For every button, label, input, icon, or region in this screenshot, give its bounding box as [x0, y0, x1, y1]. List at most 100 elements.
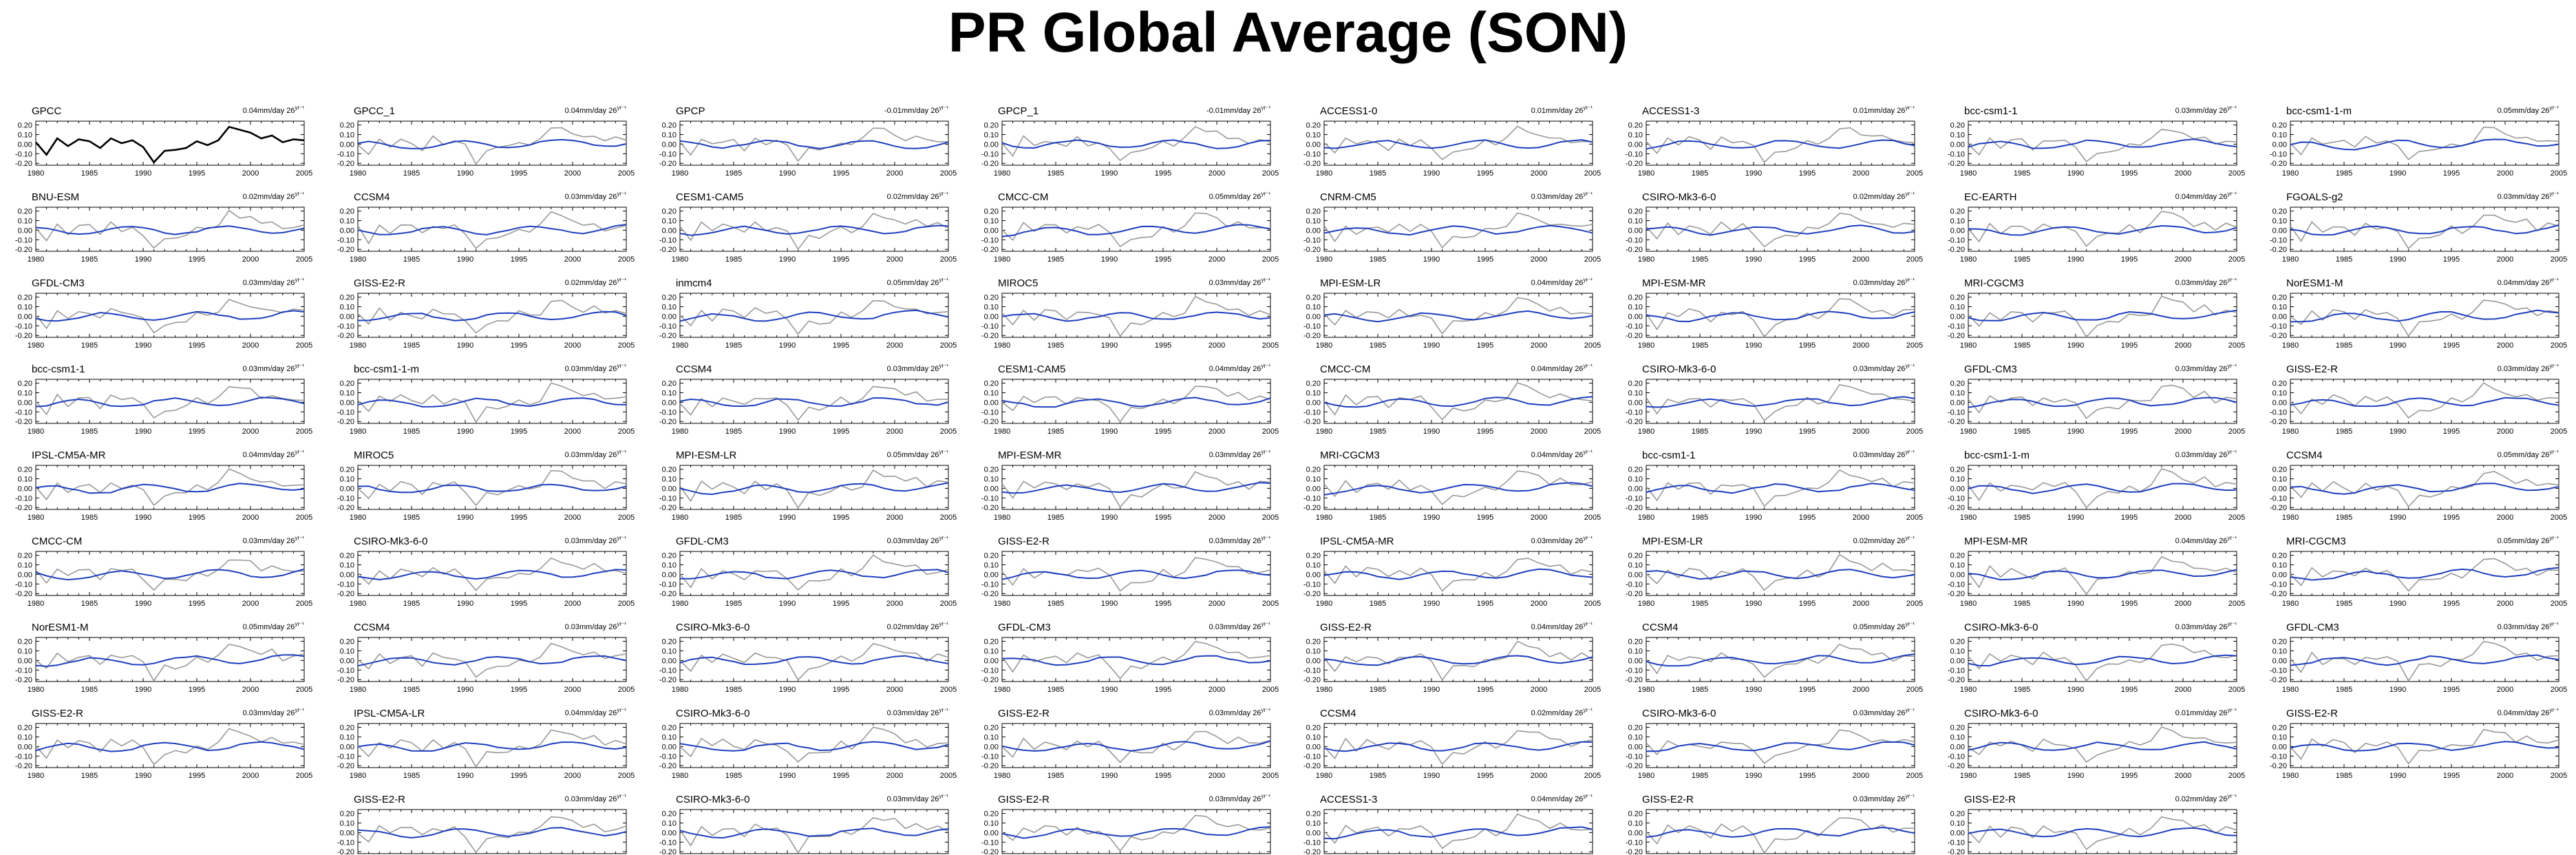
x-tick-label: 1995 [833, 686, 849, 694]
axes-frame [1001, 723, 1271, 768]
y-tick-label: -0.10 [981, 666, 999, 675]
y-tick-label: 0.10 [1306, 389, 1321, 397]
chart-panel: GISS-E2-R 0.04mm/day 26yr⁻¹ 1980 1985 1990 19… [1303, 621, 1601, 694]
x-tick-label: 1990 [2067, 600, 2084, 608]
x-tick-label: 1990 [779, 514, 796, 522]
y-tick-label: -0.10 [1626, 752, 1643, 761]
y-tick-label: 0.00 [1306, 313, 1321, 321]
trend-label: 0.03mm/day 26yr⁻¹ [2175, 277, 2237, 287]
ensemble-mean-line [1646, 224, 1915, 236]
y-tick-label: -0.20 [337, 676, 354, 684]
panel-title: GISS-E2-R [998, 536, 1050, 547]
panel-title: MPI-ESM-LR [676, 450, 737, 461]
x-tick-label: 2005 [940, 772, 957, 780]
y-tick-label: -0.20 [981, 590, 999, 598]
trend-label: 0.02mm/day 26yr⁻¹ [1853, 535, 1915, 545]
axes-frame [1646, 465, 1915, 510]
y-tick-label: -0.20 [1626, 676, 1643, 684]
y-tick-label: -0.20 [1948, 762, 1965, 770]
x-tick-label: 2005 [618, 514, 635, 522]
x-tick-label: 1980 [1316, 686, 1332, 694]
y-tick-label: -0.20 [1948, 246, 1965, 254]
chart-panel: bcc-csm1-1 0.03mm/day 26yr⁻¹ 1980 1985 1990 1… [15, 363, 312, 436]
y-tick-label: 0.00 [662, 140, 677, 149]
axes-frame [1001, 207, 1271, 252]
y-tick-label: 0.00 [1950, 657, 1965, 665]
x-tick-label: 2000 [242, 514, 259, 522]
panel-title: NorESM1-M [32, 622, 89, 633]
x-tick-label: 2005 [2551, 341, 2567, 350]
x-tick-label: 1980 [994, 600, 1010, 608]
ensemble-mean-line [357, 569, 627, 581]
x-tick-label: 2005 [296, 169, 312, 178]
ensemble-mean-line [1646, 569, 1915, 580]
trend-label: 0.03mm/day 26yr⁻¹ [1853, 449, 1915, 459]
x-tick-label: 1995 [833, 600, 849, 608]
x-tick-label: 2000 [1853, 169, 1869, 178]
panel-title: FGOALS-g2 [2286, 191, 2343, 203]
x-tick-label: 1980 [28, 772, 44, 780]
panel-title: bcc-csm1-1 [32, 363, 85, 375]
x-tick-label: 2000 [886, 600, 903, 608]
y-tick-label: 0.20 [662, 122, 677, 130]
trend-label: 0.03mm/day 26yr⁻¹ [565, 535, 627, 545]
panel-title: MIROC5 [998, 277, 1038, 289]
x-tick-label: 2000 [886, 772, 903, 780]
trend-label: 0.04mm/day 26yr⁻¹ [565, 707, 627, 717]
y-tick-label: 0.20 [984, 466, 999, 474]
x-tick-label: 1995 [1799, 169, 1816, 178]
x-tick-label: 1990 [2067, 427, 2084, 436]
x-tick-label: 2005 [1906, 255, 1923, 264]
x-tick-label: 1995 [1155, 686, 1171, 694]
x-tick-label: 1990 [1423, 600, 1440, 608]
x-tick-label: 1985 [2014, 600, 2030, 608]
y-tick-label: 0.20 [1306, 552, 1321, 560]
y-tick-label: 0.10 [2272, 131, 2287, 139]
y-tick-label: -0.10 [337, 322, 354, 330]
y-tick-label: -0.20 [2270, 590, 2287, 598]
ensemble-mean-line [679, 569, 949, 580]
ensemble-mean-line [679, 655, 949, 666]
y-tick-label: -0.20 [659, 332, 677, 340]
chart-panel: ACCESS1-3 0.01mm/day 26yr⁻¹ 1980 1985 1990 19… [1626, 105, 1923, 178]
axes-frame [2290, 465, 2559, 510]
axes-frame [679, 465, 949, 510]
y-tick-label: 0.10 [1628, 303, 1643, 311]
y-tick-label: -0.20 [1626, 504, 1643, 512]
trend-label: 0.02mm/day 26yr⁻¹ [887, 191, 949, 201]
y-tick-label: 0.20 [1306, 724, 1321, 732]
trend-label: 0.05mm/day 26yr⁻¹ [1209, 191, 1271, 201]
panel-title: NorESM1-M [2286, 277, 2343, 289]
y-tick-label: 0.10 [1950, 733, 1965, 741]
y-tick-label: 0.10 [2272, 303, 2287, 311]
y-tick-label: -0.10 [337, 752, 354, 761]
y-tick-label: -0.10 [981, 150, 999, 158]
x-tick-label: 2000 [1209, 341, 1225, 350]
chart-panel: GFDL-CM3 0.03mm/day 26yr⁻¹ 1980 1985 1990 199… [15, 277, 312, 350]
y-tick-label: 0.00 [1306, 485, 1321, 493]
y-tick-label: 0.20 [662, 552, 677, 560]
panel-title: GFDL-CM3 [998, 622, 1051, 633]
x-tick-label: 2005 [1584, 341, 1601, 350]
y-tick-label: 0.10 [662, 303, 677, 311]
chart-panel: MPI-ESM-LR 0.05mm/day 26yr⁻¹ 1980 1985 1990 1… [659, 449, 957, 522]
y-tick-label: 0.00 [18, 743, 32, 751]
y-tick-label: -0.10 [659, 580, 677, 589]
y-tick-label: -0.10 [1626, 580, 1643, 589]
x-tick-label: 1985 [1047, 169, 1064, 178]
axes-frame [1646, 637, 1915, 682]
x-tick-label: 2005 [1906, 341, 1923, 350]
x-tick-label: 2005 [1262, 341, 1279, 350]
series-line [35, 728, 305, 766]
y-tick-label: 0.10 [18, 303, 32, 311]
y-tick-label: 0.20 [1628, 122, 1643, 130]
panel-title: CCSM4 [676, 363, 712, 375]
trend-label: 0.01mm/day 26yr⁻¹ [1531, 105, 1593, 115]
x-tick-label: 1985 [81, 255, 98, 264]
series-line [1323, 382, 1593, 421]
trend-label: 0.04mm/day 26yr⁻¹ [2175, 535, 2237, 545]
panel-title: CCSM4 [2286, 450, 2323, 461]
x-tick-label: 1980 [1316, 514, 1332, 522]
x-tick-label: 1995 [2121, 341, 2138, 350]
series-line [1323, 558, 1593, 592]
